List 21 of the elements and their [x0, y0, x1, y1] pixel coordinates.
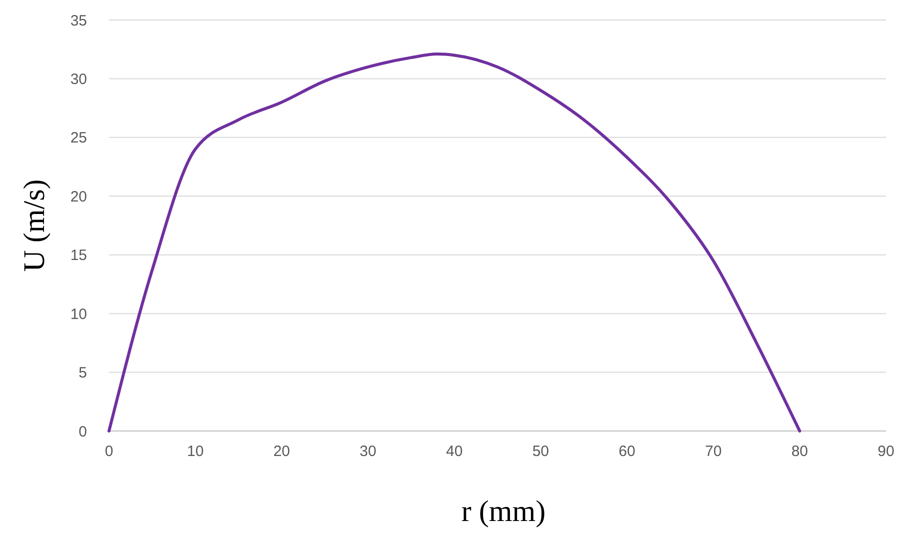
x-tick-label: 80 [791, 443, 808, 460]
y-tick-label: 10 [70, 306, 87, 323]
x-tick-label: 60 [618, 443, 636, 460]
x-tick-label: 0 [104, 443, 114, 460]
line-series [108, 52, 802, 432]
y-tick-label: 25 [70, 130, 87, 147]
y-tick-label: 35 [70, 12, 87, 30]
y-tick-label: 5 [78, 364, 87, 382]
x-axis-title: r (mm) [461, 495, 546, 528]
x-tick-label: 40 [446, 443, 463, 460]
y-tick-label: 0 [78, 423, 87, 440]
y-axis-title: U (m/s) [18, 179, 51, 272]
y-tick-label: 20 [70, 188, 87, 206]
x-tick-label: 90 [878, 443, 894, 460]
x-tick-label: 70 [704, 443, 722, 460]
x-tick-label: 20 [273, 443, 290, 460]
y-tick-label: 15 [70, 247, 87, 264]
y-tick-label: 30 [70, 70, 87, 88]
x-tick-label: 30 [360, 443, 376, 460]
x-tick-label: 50 [532, 443, 550, 460]
x-tick-label: 10 [186, 443, 204, 460]
